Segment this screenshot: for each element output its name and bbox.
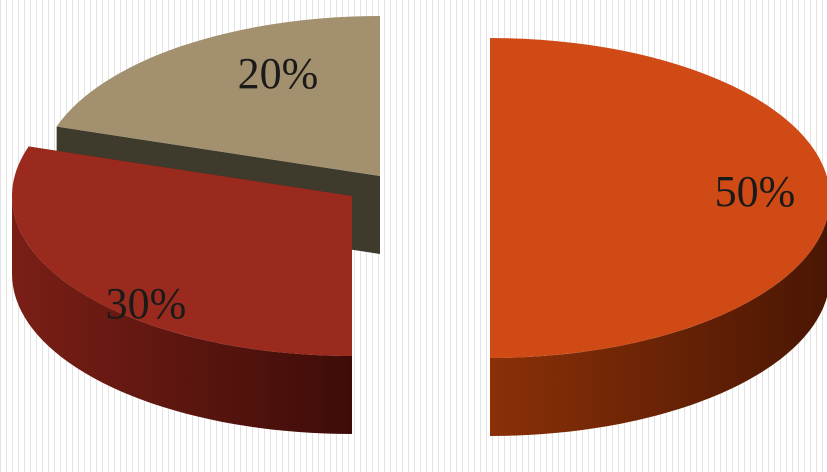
pie-slice-1-side	[12, 196, 352, 434]
pie-slice-1	[11, 146, 353, 434]
pie-slice-0-side	[490, 218, 827, 436]
pie-slice-0	[490, 38, 827, 436]
pie-slice-0-top	[490, 38, 827, 358]
pie-slice-label-0: 50%	[715, 167, 796, 216]
pie-slice-label-2: 20%	[238, 49, 319, 98]
pie-slice-1-top	[11, 146, 352, 356]
pie-slice-2-top	[56, 16, 381, 176]
pie-slice-label-1: 30%	[106, 279, 187, 328]
